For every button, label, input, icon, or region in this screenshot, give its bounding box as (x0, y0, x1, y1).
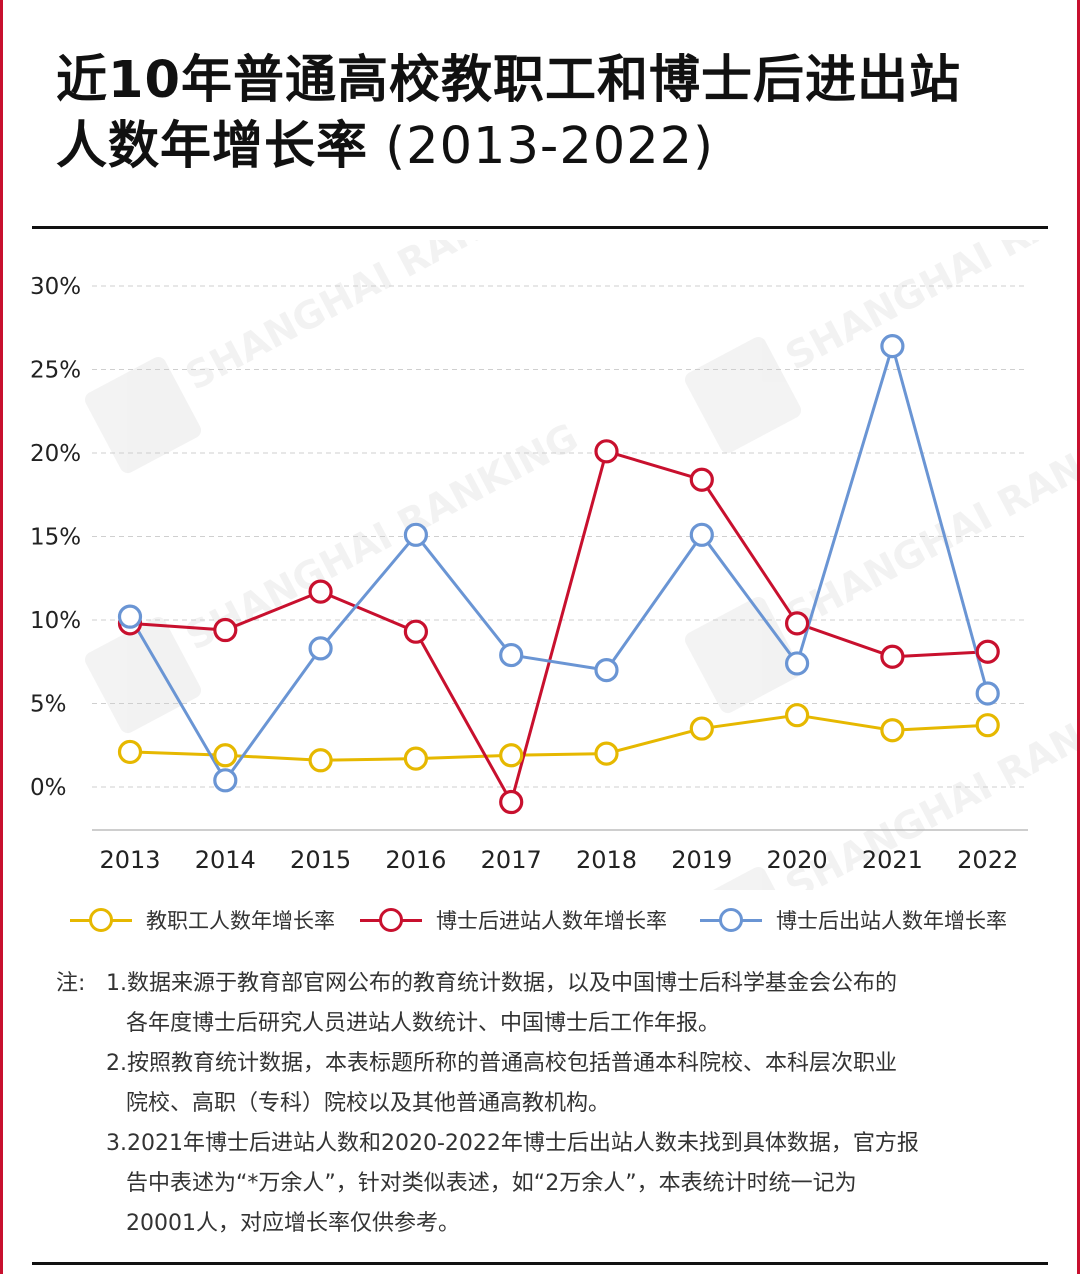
series-3-point (308, 636, 333, 661)
series-1-point (784, 703, 810, 728)
series-1-point (117, 739, 143, 765)
series-2-point (594, 439, 619, 464)
series-3-point (403, 522, 428, 547)
series-3-point (117, 604, 143, 629)
series-2-point (975, 639, 1000, 664)
series-1-point (499, 743, 524, 768)
note-3-line-2: 告中表述为“*万余人”，针对类似表述，如“2万余人”，本表统计时统一记为 (126, 1171, 857, 1196)
series-2-point (689, 467, 714, 492)
series-1-point (213, 743, 238, 768)
series-2-point (213, 617, 238, 643)
series-2-point (784, 611, 810, 636)
y-tick-label: 30% (30, 274, 81, 300)
series-line-1 (129, 713, 988, 762)
legend-item-postdoc-in: 博士后进站人数年增长率 (360, 900, 667, 940)
series-3-point (594, 658, 619, 683)
legend-label-postdoc-in: 博士后进站人数年增长率 (436, 909, 667, 933)
x-tick-label: 2015 (290, 846, 351, 874)
note-3-line-1: 3.2021年博士后进站人数和2020-2022年博士后出站人数未找到具体数据，… (106, 1131, 919, 1156)
line-chart: SHANGHAI RANKING SHANGHAI RANKING SHANGHAI… (30, 240, 1080, 890)
watermark-text: SHANGHAI RANKING (778, 240, 1080, 379)
x-tick-label: 2022 (957, 846, 1018, 874)
note-1-line-1: 1.数据来源于教育部官网公布的教育统计数据，以及中国博士后科学基金会公布的 (106, 971, 897, 996)
series-1-point (880, 718, 905, 743)
series-3-point (975, 681, 1000, 706)
notes-label: 注: (56, 971, 86, 996)
series-1-point (308, 748, 333, 773)
series-1-point (975, 713, 1000, 738)
title-line-2: 人数年增长率 (2013-2022) (56, 114, 1046, 180)
series-3-point (689, 522, 714, 547)
x-tick-label: 2020 (767, 846, 828, 874)
x-tick-label: 2017 (481, 846, 542, 874)
legend-item-postdoc-out: 博士后出站人数年增长率 (700, 900, 1007, 940)
chart-legend: 教职工人数年增长率 博士后进站人数年增长率 博士后出站人数年增长率 (60, 900, 1040, 940)
note-2-line-2: 院校、高职（专科）院校以及其他普通高教机构。 (126, 1091, 611, 1116)
series-2-point (403, 619, 428, 644)
note-1-line-2: 各年度博士后研究人员进站人数统计、中国博士后工作年报。 (126, 1011, 721, 1036)
note-3-line-3: 20001人，对应增长率仅供参考。 (126, 1211, 460, 1236)
y-tick-label: 0% (30, 775, 67, 801)
series-1-point (403, 746, 428, 771)
series-1-point (594, 741, 619, 766)
x-tick-label: 2013 (99, 846, 160, 874)
series-3-point (499, 642, 524, 668)
note-3: 3.2021年博士后进站人数和2020-2022年博士后出站人数未找到具体数据，… (106, 1124, 1066, 1244)
note-2-line-1: 2.按照教育统计数据，本表标题所称的普通高校包括普通本科院校、本科层次职业 (106, 1051, 897, 1076)
x-tick-label: 2021 (862, 846, 923, 874)
series-2-point (308, 579, 333, 604)
note-2: 2.按照教育统计数据，本表标题所称的普通高校包括普通本科院校、本科层次职业 院校… (106, 1044, 1066, 1124)
series-2-point (499, 789, 524, 815)
y-tick-label: 20% (30, 441, 81, 467)
legend-label-postdoc-out: 博士后出站人数年增长率 (776, 909, 1007, 933)
watermark-text: SHANGHAI RANKING (178, 240, 585, 399)
x-tick-label: 2018 (576, 846, 637, 874)
legend-item-staff: 教职工人数年增长率 (70, 900, 335, 940)
watermark-text: SHANGHAI RANKING (778, 395, 1080, 639)
y-tick-label: 15% (30, 525, 81, 551)
series-1-point (689, 716, 714, 741)
note-1: 1.数据来源于教育部官网公布的教育统计数据，以及中国博士后科学基金会公布的 各年… (106, 964, 1066, 1044)
title-year-range: (2013-2022) (368, 117, 715, 176)
top-divider (32, 226, 1048, 229)
title-line-2-main: 人数年增长率 (56, 117, 369, 176)
legend-marker-postdoc-out (700, 900, 762, 940)
series-3-point (880, 334, 905, 359)
series-line-3 (128, 344, 990, 782)
page-title: 近10年普通高校教职工和博士后进出站 人数年增长率 (2013-2022) (56, 48, 1046, 180)
title-line-1: 近10年普通高校教职工和博士后进出站 (56, 51, 961, 110)
x-tick-label: 2016 (385, 846, 446, 874)
y-tick-label: 10% (30, 608, 81, 634)
x-tick-label: 2014 (195, 846, 256, 874)
series-2-point (880, 644, 905, 669)
series-3-point (784, 651, 810, 676)
y-tick-label: 25% (30, 358, 81, 384)
y-tick-label: 5% (30, 692, 67, 718)
legend-label-staff: 教职工人数年增长率 (146, 909, 335, 933)
bottom-divider (32, 1262, 1048, 1265)
x-tick-label: 2019 (671, 846, 732, 874)
series-line-2 (129, 449, 988, 804)
series-3-point (213, 768, 238, 793)
legend-marker-staff (70, 900, 132, 940)
legend-marker-postdoc-in (360, 900, 422, 940)
